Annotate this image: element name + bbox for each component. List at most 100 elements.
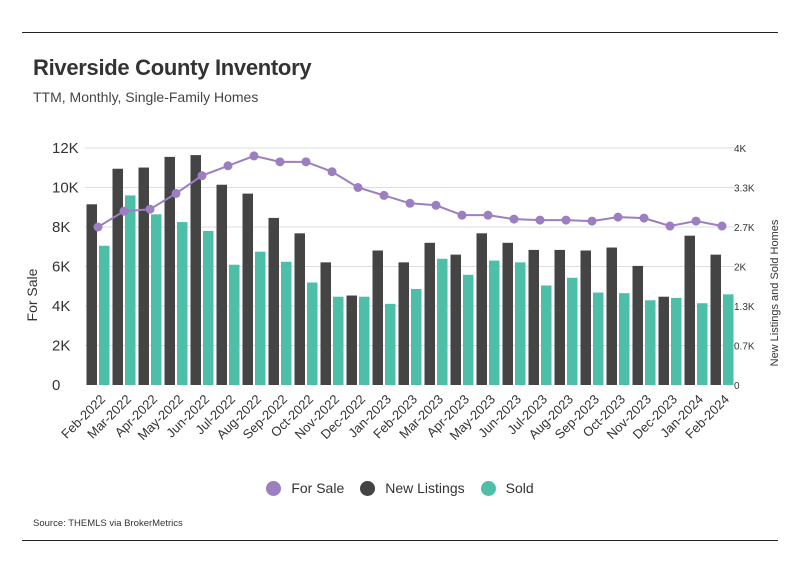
y-tick-label-left: 8K xyxy=(52,219,70,236)
bar-sold xyxy=(255,251,266,385)
bar-new-listings xyxy=(710,254,721,385)
y-axis-title-right: New Listings and Sold Homes xyxy=(769,219,781,366)
bar-new-listings xyxy=(450,254,461,385)
bar-new-listings xyxy=(658,296,669,385)
y-tick-label-left: 10K xyxy=(52,180,79,197)
bar-sold xyxy=(411,289,422,385)
point-for-sale xyxy=(249,151,259,161)
source-note: Source: THEMLS via BrokerMetrics xyxy=(33,518,183,529)
y-tick-label-right: 0.7K xyxy=(734,342,755,353)
point-for-sale xyxy=(223,161,233,171)
bar-new-listings xyxy=(372,250,383,385)
bar-sold xyxy=(437,258,448,385)
bar-new-listings xyxy=(398,262,409,385)
bar-new-listings xyxy=(606,247,617,385)
point-for-sale xyxy=(327,167,337,177)
point-for-sale xyxy=(457,210,467,220)
point-for-sale xyxy=(171,188,181,198)
point-for-sale xyxy=(301,157,311,167)
bar-sold xyxy=(359,296,370,385)
y-tick-label-left: 6K xyxy=(52,259,70,276)
y-tick-label-right: 4K xyxy=(734,144,747,155)
bar-new-listings xyxy=(580,250,591,385)
bar-sold xyxy=(229,264,240,385)
bar-sold xyxy=(671,297,682,385)
point-for-sale xyxy=(509,214,519,224)
y-tick-label-left: 0 xyxy=(52,377,60,394)
point-for-sale xyxy=(639,213,649,223)
y-axis-title-left: For Sale xyxy=(24,268,40,321)
point-for-sale xyxy=(431,200,441,210)
bar-new-listings xyxy=(242,193,253,385)
bar-new-listings xyxy=(684,235,695,385)
point-for-sale xyxy=(353,183,363,192)
bar-new-listings xyxy=(346,295,357,385)
bar-new-listings xyxy=(294,233,305,385)
bar-new-listings xyxy=(502,242,513,385)
point-for-sale xyxy=(665,221,675,231)
legend-item-for-sale[interactable]: For Sale xyxy=(266,480,344,496)
bar-sold xyxy=(333,296,344,385)
bar-new-listings xyxy=(216,184,227,385)
point-for-sale xyxy=(275,157,285,167)
legend-swatch-for-sale xyxy=(266,480,282,496)
bar-sold xyxy=(697,303,708,385)
y-tick-label-right: 1.3K xyxy=(734,302,755,313)
point-for-sale xyxy=(717,221,727,231)
point-for-sale xyxy=(145,204,155,214)
bar-sold xyxy=(125,195,136,385)
legend-item-new-listings[interactable]: New Listings xyxy=(360,480,465,496)
y-tick-label-left: 2K xyxy=(52,338,70,355)
legend-label-sold: Sold xyxy=(505,480,534,496)
point-for-sale xyxy=(613,212,623,222)
legend-swatch-new-listings xyxy=(360,480,376,496)
bar-new-listings xyxy=(268,217,279,385)
point-for-sale xyxy=(587,216,597,226)
bar-new-listings xyxy=(164,156,175,385)
bottom-rule xyxy=(22,540,778,541)
bar-new-listings xyxy=(528,249,539,385)
bar-new-listings xyxy=(190,155,201,385)
bar-new-listings xyxy=(112,168,123,385)
bar-sold xyxy=(307,282,318,385)
bar-sold xyxy=(723,294,734,385)
legend-item-sold[interactable]: Sold xyxy=(480,480,534,496)
chart-title: Riverside County Inventory xyxy=(33,55,312,80)
bar-sold xyxy=(645,300,656,385)
bar-new-listings xyxy=(424,242,435,385)
legend: For Sale New Listings Sold xyxy=(0,480,800,496)
legend-label-for-sale: For Sale xyxy=(291,480,345,496)
bar-sold xyxy=(541,285,552,385)
point-for-sale xyxy=(93,222,103,232)
bar-sold xyxy=(515,262,526,385)
bar-sold xyxy=(99,245,110,385)
point-for-sale xyxy=(405,198,415,208)
bar-sold xyxy=(151,214,162,385)
y-tick-label-left: 4K xyxy=(52,298,70,315)
y-tick-label-right: 2K xyxy=(734,263,747,274)
bar-sold xyxy=(619,293,630,385)
bar-sold xyxy=(463,274,474,385)
bar-sold xyxy=(593,292,604,385)
y-tick-label-left: 12K xyxy=(52,140,79,157)
bar-new-listings xyxy=(320,262,331,385)
point-for-sale xyxy=(197,171,207,181)
bar-new-listings xyxy=(554,249,565,385)
bar-new-listings xyxy=(476,233,487,385)
bar-sold xyxy=(177,222,188,385)
point-for-sale xyxy=(691,216,701,226)
bar-new-listings xyxy=(138,167,149,385)
chart-subtitle: TTM, Monthly, Single-Family Homes xyxy=(33,89,259,105)
y-tick-label-right: 2.7K xyxy=(734,223,755,234)
legend-swatch-sold xyxy=(480,480,496,496)
point-for-sale xyxy=(483,210,493,220)
bar-sold xyxy=(489,260,500,385)
point-for-sale xyxy=(561,215,571,225)
bar-sold xyxy=(203,230,214,385)
legend-label-new-listings: New Listings xyxy=(385,480,465,496)
point-for-sale xyxy=(535,215,545,225)
bar-sold xyxy=(281,261,292,385)
bar-new-listings xyxy=(632,265,643,385)
point-for-sale xyxy=(119,206,129,216)
